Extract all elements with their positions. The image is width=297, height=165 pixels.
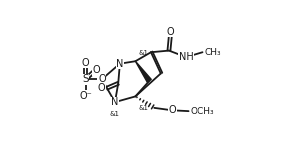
Text: S: S: [82, 74, 89, 84]
Text: O: O: [98, 74, 106, 84]
Text: O⁻: O⁻: [79, 91, 92, 101]
Text: N: N: [111, 97, 119, 107]
Text: O: O: [82, 58, 89, 68]
Text: &1: &1: [109, 111, 119, 117]
Text: CH₃: CH₃: [204, 48, 221, 57]
Polygon shape: [135, 61, 151, 82]
Text: NH: NH: [179, 52, 194, 62]
Text: N: N: [116, 59, 124, 69]
Text: &1: &1: [139, 105, 149, 111]
Text: O: O: [97, 83, 105, 93]
Text: O: O: [168, 105, 176, 115]
Text: O: O: [92, 65, 100, 75]
Text: OCH₃: OCH₃: [190, 107, 214, 116]
Text: O: O: [167, 27, 174, 37]
Text: &1: &1: [139, 50, 149, 55]
